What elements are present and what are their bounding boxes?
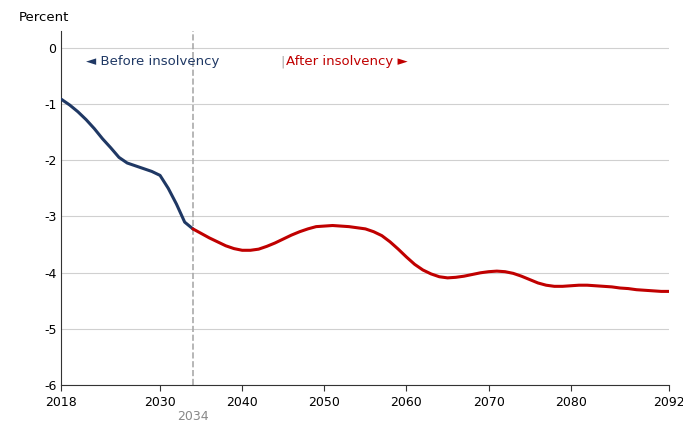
Text: |: | [280, 56, 285, 68]
Text: 2034: 2034 [177, 410, 209, 423]
Text: After insolvency ►: After insolvency ► [286, 56, 408, 68]
Text: ◄ Before insolvency: ◄ Before insolvency [86, 56, 219, 68]
Text: Percent: Percent [19, 11, 69, 24]
